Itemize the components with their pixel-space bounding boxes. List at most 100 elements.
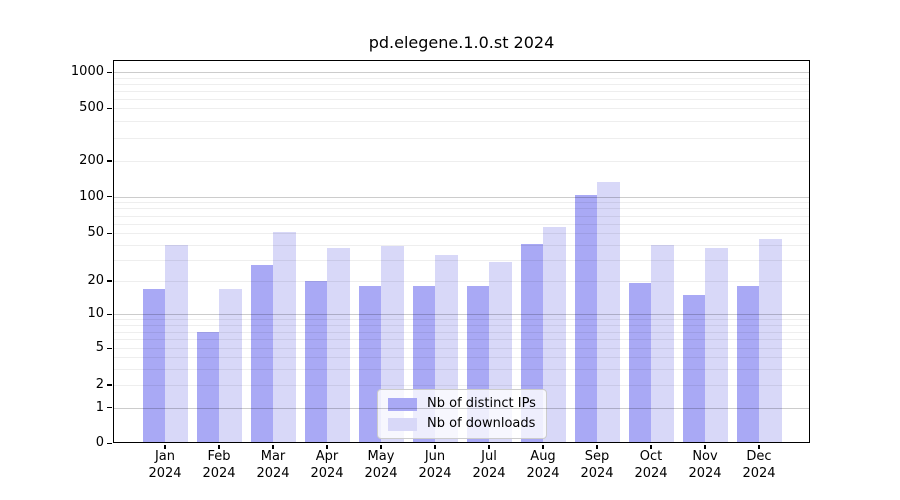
y-tick-5 [107, 347, 112, 349]
x-tick-year: 2024 [742, 465, 776, 481]
x-tick-may [380, 444, 382, 450]
x-tick-mar [272, 444, 274, 450]
gridline-900 [113, 77, 810, 79]
gridline-60 [113, 223, 810, 225]
x-tick-label-feb: Feb 2024 [189, 449, 249, 482]
legend-item-downloads: Nb of downloads [388, 417, 536, 431]
x-tick-apr [326, 444, 328, 450]
x-tick-year: 2024 [634, 465, 668, 481]
gridline-80 [113, 208, 810, 210]
gridline-200 [113, 161, 810, 162]
bar-distinct-ips-oct [628, 283, 651, 444]
legend-item-distinct-ips: Nb of distinct IPs [388, 397, 536, 411]
x-tick-dec [758, 444, 760, 450]
bar-distinct-ips-sep [574, 195, 597, 444]
gridline-300 [113, 137, 810, 139]
x-tick-year: 2024 [256, 465, 290, 481]
x-tick-month: Nov [692, 449, 718, 464]
x-tick-label-jan: Jan 2024 [135, 449, 195, 482]
x-tick-month: Jul [481, 449, 497, 464]
x-tick-label-jun: Jun 2024 [405, 449, 465, 482]
plot-area: Nb of distinct IPs Nb of downloads [113, 60, 810, 444]
x-tick-aug [542, 444, 544, 450]
y-tick-20 [107, 280, 112, 282]
bar-distinct-ips-may [358, 286, 381, 444]
y-tick-label-100: 100 [79, 188, 104, 204]
x-tick-month: Sep [584, 449, 610, 464]
gridline-400 [113, 121, 810, 123]
bar-distinct-ips-jan [142, 288, 165, 444]
bar-distinct-ips-feb [196, 331, 219, 444]
x-tick-month: May [367, 449, 395, 464]
x-tick-label-dec: Dec 2024 [729, 449, 789, 482]
y-tick-500 [107, 107, 112, 109]
y-tick-0 [107, 442, 112, 444]
gridline-600 [113, 98, 810, 100]
bar-distinct-ips-nov [682, 294, 705, 444]
y-tick-100 [107, 196, 112, 198]
x-tick-year: 2024 [418, 465, 452, 481]
bar-downloads-aug [543, 227, 566, 444]
legend: Nb of distinct IPs Nb of downloads [377, 389, 547, 439]
x-tick-jun [434, 444, 436, 450]
gridline-100 [113, 196, 810, 198]
gridline-40 [113, 244, 810, 246]
x-tick-year: 2024 [688, 465, 722, 481]
bar-downloads-apr [327, 247, 350, 444]
gridline-50 [113, 233, 810, 235]
x-tick-month: Oct [639, 449, 663, 464]
x-tick-year: 2024 [580, 465, 614, 481]
bar-downloads-jan [165, 244, 188, 444]
x-tick-label-may: May 2024 [351, 449, 411, 482]
y-tick-2 [107, 384, 112, 386]
x-tick-jul [488, 444, 490, 450]
y-tick-200 [107, 160, 112, 162]
x-tick-jan [164, 444, 166, 450]
gridline-500 [113, 108, 810, 110]
y-tick-label-20: 20 [87, 273, 104, 288]
x-tick-year: 2024 [526, 465, 560, 481]
x-tick-month: Jun [424, 449, 446, 464]
x-tick-feb [218, 444, 220, 450]
chart-title: pd.elegene.1.0.st 2024 [368, 33, 555, 52]
legend-swatch-downloads [388, 417, 417, 431]
x-tick-nov [704, 444, 706, 450]
bar-distinct-ips-apr [304, 281, 327, 444]
y-tick-label-0: 0 [95, 435, 104, 451]
gridline-700 [113, 90, 810, 92]
x-tick-sep [596, 444, 598, 450]
bar-distinct-ips-mar [250, 265, 273, 444]
bar-downloads-oct [651, 244, 674, 444]
x-tick-label-oct: Oct 2024 [621, 449, 681, 482]
gridline-1000 [113, 72, 810, 74]
y-tick-label-200: 200 [79, 153, 104, 168]
y-tick-label-1: 1 [95, 399, 104, 415]
y-tick-1000 [107, 71, 112, 73]
x-tick-label-mar: Mar 2024 [243, 449, 303, 482]
x-tick-month: Feb [207, 449, 231, 464]
x-tick-year: 2024 [148, 465, 182, 481]
x-tick-year: 2024 [202, 465, 236, 481]
x-tick-month: Dec [746, 449, 772, 464]
x-tick-month: Jan [154, 449, 176, 464]
gridline-800 [113, 83, 810, 85]
x-tick-month: Mar [260, 449, 286, 464]
x-tick-label-sep: Sep 2024 [567, 449, 627, 482]
legend-label-downloads: Nb of downloads [427, 416, 536, 431]
y-tick-label-10: 10 [87, 306, 104, 322]
bar-downloads-sep [597, 182, 620, 444]
y-tick-label-2: 2 [95, 377, 104, 392]
y-tick-label-1000: 1000 [70, 64, 104, 80]
bar-downloads-dec [759, 238, 782, 444]
y-tick-label-500: 500 [79, 100, 104, 116]
x-tick-label-jul: Jul 2024 [459, 449, 519, 482]
y-tick-10 [107, 313, 112, 315]
gridline-90 [113, 202, 810, 204]
x-tick-oct [650, 444, 652, 450]
x-tick-label-aug: Aug 2024 [513, 449, 573, 482]
legend-label-distinct-ips: Nb of distinct IPs [427, 396, 536, 411]
x-tick-year: 2024 [364, 465, 398, 481]
y-tick-label-50: 50 [87, 225, 104, 241]
x-tick-month: Apr [315, 449, 339, 464]
